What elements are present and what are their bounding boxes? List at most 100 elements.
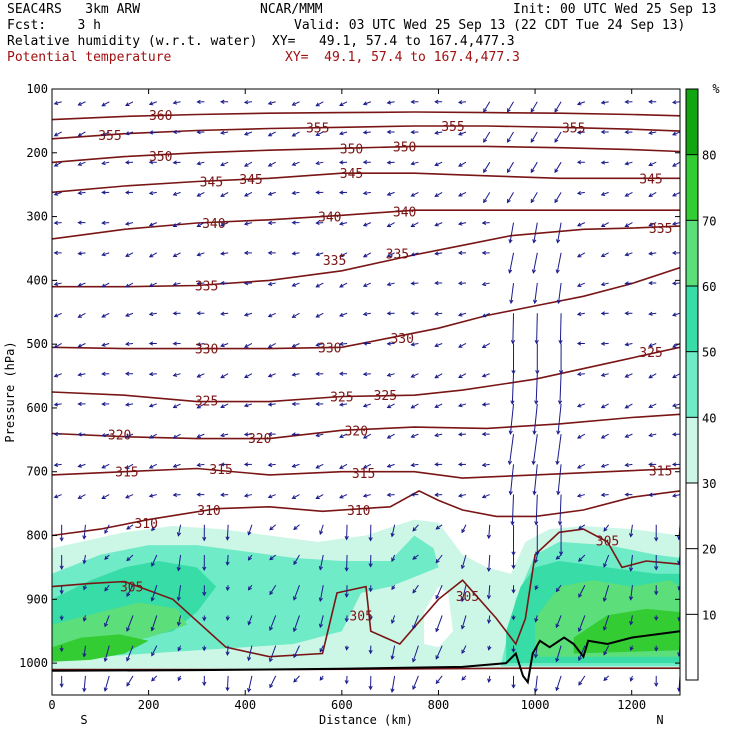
wind-vector (434, 99, 443, 104)
wind-vector (362, 222, 372, 227)
wind-vector (247, 675, 253, 693)
wind-vector (315, 282, 324, 288)
wind-vector (291, 343, 300, 348)
wind-vector (577, 252, 586, 258)
wind-vector (291, 463, 300, 468)
wind-vector (125, 312, 134, 317)
wind-vector (53, 494, 62, 499)
wind-vector (672, 403, 680, 408)
theta-label: 335 (195, 279, 218, 294)
wind-vector (508, 403, 515, 435)
model-label: SEAC4RS 3km ARW (7, 2, 141, 17)
wind-vector (457, 493, 467, 498)
wind-vector (59, 615, 64, 621)
theta-label: 360 (149, 109, 172, 124)
theta-contour-305 (52, 528, 680, 658)
wind-vector (339, 282, 348, 288)
wind-vector (600, 463, 609, 468)
theta-label: 315 (209, 463, 232, 478)
wind-vector (648, 251, 657, 256)
wind-vector (151, 554, 158, 567)
wind-vector (53, 343, 62, 349)
theta-label: 335 (649, 222, 672, 237)
wind-vectors (53, 99, 680, 693)
wind-vector (671, 221, 680, 226)
wind-vector (390, 645, 396, 661)
wind-vector (410, 161, 419, 166)
wind-vector (576, 191, 585, 196)
wind-vector (457, 250, 466, 256)
wind-vector (624, 311, 633, 316)
wind-vector (172, 403, 181, 409)
wind-vector (578, 554, 586, 562)
wind-vector (225, 615, 230, 622)
wind-vector (391, 584, 396, 591)
wind-vector (202, 524, 207, 542)
wind-vector (291, 161, 300, 166)
wind-vector (535, 524, 540, 556)
wind-vector (172, 492, 181, 498)
wind-vector (458, 343, 467, 348)
theta-label: 345 (340, 167, 363, 182)
wind-vector (220, 433, 229, 438)
axes: 0 200 400 600 800 1000 1200 100 200 300 400 500 600 7… (19, 82, 680, 712)
wind-vector (269, 584, 277, 596)
wind-vector (487, 645, 492, 651)
colorbar-segment (686, 483, 698, 549)
forecast-hour: Fcst: 3 h (7, 18, 101, 33)
wind-vector (434, 280, 443, 286)
wind-vector (535, 343, 540, 375)
field2-xy: XY= 49.1, 57.4 to 167.4,477.3 (285, 50, 520, 65)
wind-vector (460, 585, 467, 603)
wind-vector (362, 403, 371, 408)
wind-vector (624, 252, 633, 257)
wind-vector (672, 191, 680, 197)
wind-vector (434, 343, 443, 348)
theta-label: 305 (349, 609, 372, 624)
wind-vector (532, 464, 538, 496)
wind-vector (390, 675, 396, 693)
wind-vector (125, 494, 134, 499)
wind-vector (578, 524, 586, 530)
wind-vector (53, 281, 62, 286)
wind-vector (247, 584, 253, 591)
wind-vector (293, 524, 300, 530)
wind-vector (603, 675, 610, 682)
wind-vector (410, 433, 419, 438)
wind-vector (339, 433, 348, 438)
wind-vector (506, 161, 514, 174)
wind-vector (648, 222, 657, 227)
wind-vector (148, 341, 157, 346)
wind-vector (457, 221, 467, 226)
wind-vector (220, 191, 229, 197)
theta-label: 305 (456, 590, 479, 605)
wind-vector (59, 645, 64, 653)
wind-vector (648, 343, 657, 348)
wind-vector (243, 403, 253, 408)
wind-vector (339, 312, 348, 317)
wind-vector (124, 160, 134, 165)
wind-vector (104, 584, 110, 592)
wind-vector (291, 401, 300, 407)
wind-vector (176, 554, 182, 572)
wind-vector (125, 282, 134, 288)
wind-vector (269, 554, 277, 561)
wind-vector (291, 101, 300, 106)
wind-vector (344, 675, 349, 685)
wind-vector (225, 554, 230, 566)
wind-vector (318, 585, 324, 603)
wind-vector (177, 645, 182, 652)
wind-vector (628, 554, 634, 572)
colorbar-label: 60 (702, 280, 716, 294)
y-tick-label: 300 (26, 210, 48, 224)
wind-vector (53, 402, 62, 407)
theta-contour-320 (52, 413, 680, 440)
wind-vector (600, 311, 609, 316)
wind-vector (196, 222, 205, 227)
wind-vector (386, 341, 395, 346)
wind-vector (148, 493, 157, 498)
wind-vector (291, 251, 300, 256)
wind-vector (172, 341, 181, 346)
wind-vector (481, 220, 490, 225)
